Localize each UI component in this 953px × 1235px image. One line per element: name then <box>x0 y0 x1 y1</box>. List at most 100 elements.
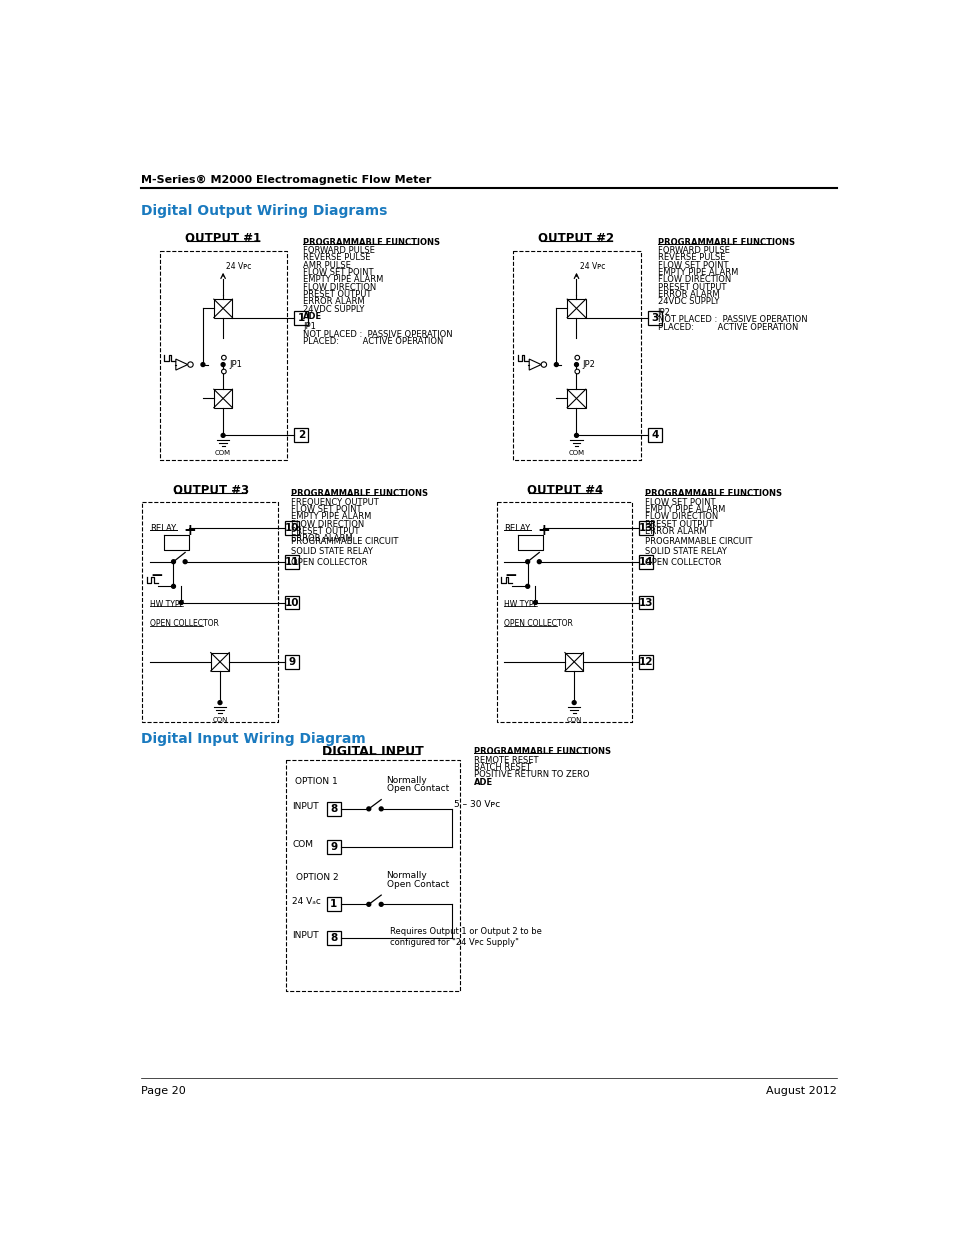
Circle shape <box>574 433 578 437</box>
Text: August 2012: August 2012 <box>765 1086 836 1095</box>
Circle shape <box>537 559 540 563</box>
Text: 8: 8 <box>330 934 337 944</box>
Text: HW TYPE: HW TYPE <box>150 600 184 609</box>
Circle shape <box>554 363 558 367</box>
Text: Page 20: Page 20 <box>141 1086 186 1095</box>
Text: EMPTY PIPE ALARM: EMPTY PIPE ALARM <box>303 275 383 284</box>
Text: CON: CON <box>213 718 228 724</box>
Text: COM: COM <box>292 841 313 850</box>
Circle shape <box>367 903 371 906</box>
Text: FLOW DIRECTION: FLOW DIRECTION <box>644 513 718 521</box>
Text: FLOW SET POINT: FLOW SET POINT <box>303 268 373 277</box>
Text: 2: 2 <box>297 431 305 441</box>
Text: 9: 9 <box>330 842 337 852</box>
Circle shape <box>221 369 226 374</box>
Text: PROGRAMMABLE FUNCTIONS: PROGRAMMABLE FUNCTIONS <box>474 747 611 756</box>
Text: NOT PLACED :  PASSIVE OPERATION: NOT PLACED : PASSIVE OPERATION <box>303 330 452 338</box>
Text: PROGRAMMABLE CIRCUIT
SOLID STATE RELAY
OPEN COLLECTOR: PROGRAMMABLE CIRCUIT SOLID STATE RELAY O… <box>291 537 398 567</box>
Text: OPEN COLLECTOR: OPEN COLLECTOR <box>504 620 573 629</box>
Text: 13: 13 <box>639 598 653 608</box>
Text: Normally: Normally <box>386 776 427 784</box>
Text: PROGRAMMABLE FUNCTIONS: PROGRAMMABLE FUNCTIONS <box>291 489 428 498</box>
Text: COM: COM <box>568 450 584 456</box>
Text: JP1: JP1 <box>303 322 315 331</box>
Text: 24 Vᴘᴄ: 24 Vᴘᴄ <box>579 262 604 272</box>
Text: FORWARD PULSE: FORWARD PULSE <box>303 246 375 254</box>
Text: EMPTY PIPE ALARM: EMPTY PIPE ALARM <box>644 505 724 514</box>
Circle shape <box>188 362 193 367</box>
Text: PLACED:         ACTIVE OPERATION: PLACED: ACTIVE OPERATION <box>658 322 798 332</box>
Text: REMOTE RESET: REMOTE RESET <box>474 756 538 764</box>
Text: BATCH RESET: BATCH RESET <box>474 763 531 772</box>
Circle shape <box>572 700 576 704</box>
Text: OPEN COLLECTOR: OPEN COLLECTOR <box>150 620 219 629</box>
Text: RELAY: RELAY <box>504 524 530 534</box>
Text: FLOW DIRECTION: FLOW DIRECTION <box>291 520 364 529</box>
Text: ERROR ALARM: ERROR ALARM <box>658 290 719 299</box>
Text: 9: 9 <box>288 657 295 667</box>
Text: FLOW SET POINT: FLOW SET POINT <box>644 498 715 506</box>
Text: CON: CON <box>566 718 581 724</box>
Text: COM: COM <box>214 450 231 456</box>
Circle shape <box>575 356 579 359</box>
Circle shape <box>525 559 529 563</box>
Text: Normally: Normally <box>386 871 427 881</box>
Text: EMPTY PIPE ALARM: EMPTY PIPE ALARM <box>658 268 738 277</box>
Text: PROGRAMMABLE CIRCUIT
SOLID STATE RELAY
OPEN COLLECTOR: PROGRAMMABLE CIRCUIT SOLID STATE RELAY O… <box>644 537 751 567</box>
Text: OPTION 2: OPTION 2 <box>295 873 337 882</box>
Text: PROGRAMMABLE FUNCTIONS: PROGRAMMABLE FUNCTIONS <box>644 489 781 498</box>
Text: 24VDC SUPPLY: 24VDC SUPPLY <box>303 305 364 314</box>
Circle shape <box>379 903 383 906</box>
Text: FLOW DIRECTION: FLOW DIRECTION <box>658 275 730 284</box>
Text: Digital Input Wiring Diagram: Digital Input Wiring Diagram <box>141 732 365 746</box>
Text: INPUT: INPUT <box>292 931 318 940</box>
Circle shape <box>172 559 175 563</box>
Text: 5 – 30 Vᴘᴄ: 5 – 30 Vᴘᴄ <box>454 799 499 809</box>
Text: +: + <box>537 524 550 538</box>
Text: EMPTY PIPE ALARM: EMPTY PIPE ALARM <box>291 513 372 521</box>
Text: AMR PULSE: AMR PULSE <box>303 261 351 269</box>
Text: ADE: ADE <box>474 778 493 787</box>
Text: OUTPUT #2: OUTPUT #2 <box>537 232 614 245</box>
Text: ERROR ALARM: ERROR ALARM <box>291 535 353 543</box>
Text: JP2: JP2 <box>582 361 595 369</box>
Circle shape <box>179 600 183 604</box>
Text: −: − <box>150 568 163 583</box>
Text: 24 Vᴘᴄ: 24 Vᴘᴄ <box>226 262 252 272</box>
Circle shape <box>221 356 226 359</box>
Text: 1: 1 <box>297 312 305 322</box>
Text: POSITIVE RETURN TO ZERO: POSITIVE RETURN TO ZERO <box>474 771 589 779</box>
Text: 11: 11 <box>285 557 299 567</box>
Text: PROGRAMMABLE FUNCTIONS: PROGRAMMABLE FUNCTIONS <box>303 237 439 247</box>
Text: Digital Output Wiring Diagrams: Digital Output Wiring Diagrams <box>141 205 387 219</box>
Text: FREQUENCY OUTPUT: FREQUENCY OUTPUT <box>291 498 378 506</box>
Text: 10: 10 <box>285 522 299 532</box>
Text: PRESET OUTPUT: PRESET OUTPUT <box>291 527 359 536</box>
Text: PROGRAMMABLE FUNCTIONS: PROGRAMMABLE FUNCTIONS <box>658 237 794 247</box>
Text: ERROR ALARM: ERROR ALARM <box>303 298 364 306</box>
Text: 1: 1 <box>330 899 337 909</box>
Text: Requires Output 1 or Output 2 to be
configured for "24 Vᴘᴄ Supply": Requires Output 1 or Output 2 to be conf… <box>390 927 542 947</box>
Text: M-Series® M2000 Electromagnetic Flow Meter: M-Series® M2000 Electromagnetic Flow Met… <box>141 175 431 185</box>
Text: Open Contact: Open Contact <box>386 879 449 889</box>
Text: NOT PLACED :  PASSIVE OPERATION: NOT PLACED : PASSIVE OPERATION <box>658 315 806 325</box>
Text: OUTPUT #4: OUTPUT #4 <box>526 484 602 496</box>
Text: HW TYPE: HW TYPE <box>504 600 538 609</box>
Circle shape <box>525 584 529 588</box>
Circle shape <box>540 362 546 367</box>
Text: FORWARD PULSE: FORWARD PULSE <box>658 246 729 254</box>
Text: 14: 14 <box>639 557 653 567</box>
Text: 13: 13 <box>639 522 653 532</box>
Text: DIGITAL INPUT: DIGITAL INPUT <box>321 745 423 758</box>
Text: OUTPUT #1: OUTPUT #1 <box>185 232 261 245</box>
Text: PLACED:         ACTIVE OPERATION: PLACED: ACTIVE OPERATION <box>303 337 443 346</box>
Text: 3: 3 <box>651 312 658 322</box>
Circle shape <box>172 584 175 588</box>
Text: ADE: ADE <box>303 311 322 321</box>
Text: 8: 8 <box>330 804 337 814</box>
Circle shape <box>218 700 222 704</box>
Circle shape <box>201 363 205 367</box>
Text: OPTION 1: OPTION 1 <box>295 777 338 787</box>
Text: 4: 4 <box>650 431 658 441</box>
Text: INPUT: INPUT <box>292 802 318 811</box>
